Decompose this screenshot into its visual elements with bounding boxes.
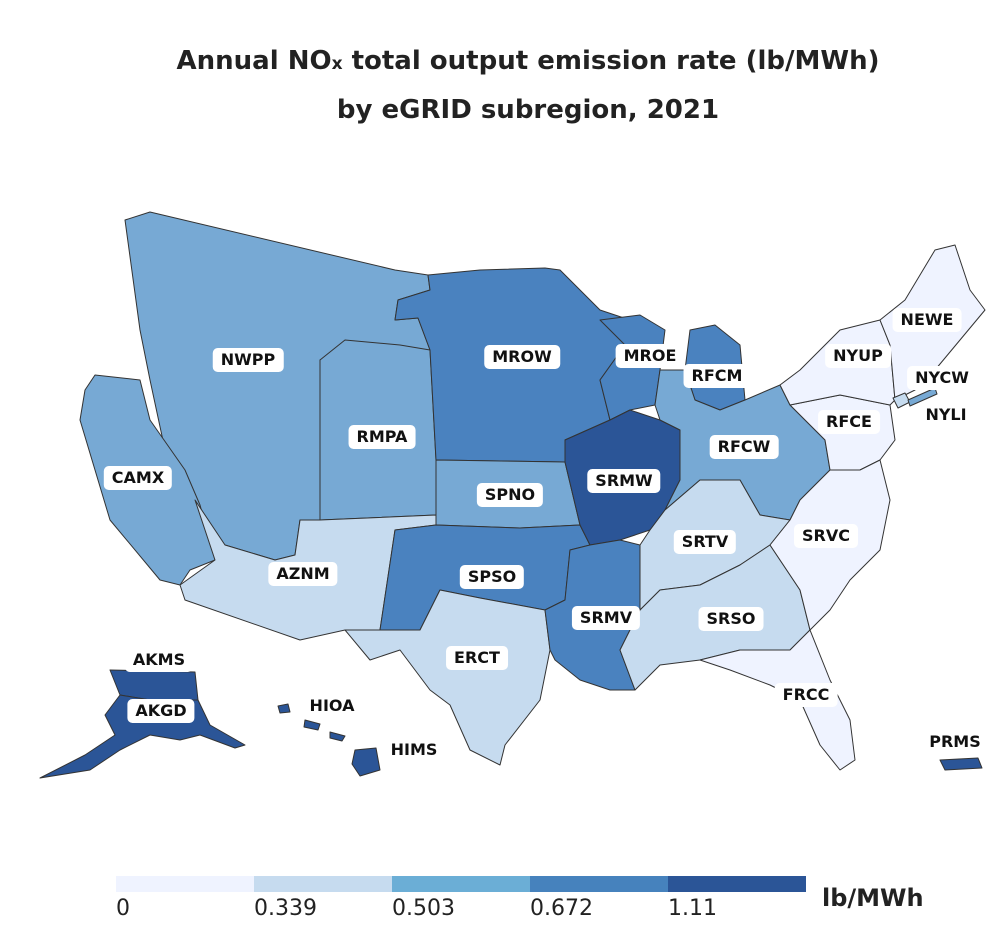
- legend-tick-4: 1.11: [668, 896, 717, 921]
- label-rmpa: RMPA: [348, 425, 416, 449]
- label-prms: PRMS: [929, 732, 981, 751]
- region-erct[interactable]: [344, 589, 551, 766]
- legend-swatch-4: [668, 876, 806, 892]
- label-akgd: AKGD: [127, 699, 195, 723]
- region-hims[interactable]: [303, 719, 381, 777]
- chart-title: Annual NOx total output emission rate (l…: [0, 38, 1008, 133]
- title-line1-subscript: x: [331, 54, 343, 74]
- label-rfce: RFCE: [818, 410, 880, 434]
- label-rfcm: RFCM: [683, 364, 751, 388]
- label-nycw: NYCW: [907, 366, 977, 390]
- label-srso: SRSO: [698, 607, 764, 631]
- region-nyli[interactable]: [907, 387, 938, 407]
- region-hioa[interactable]: [277, 703, 291, 714]
- legend-swatch-3: [530, 876, 668, 892]
- label-hioa: HIOA: [309, 696, 355, 715]
- legend-tick-0: 0: [116, 896, 130, 921]
- title-line1-pre: Annual NO: [176, 46, 332, 76]
- legend-tick-3: 0.672: [530, 896, 593, 921]
- label-hims: HIMS: [390, 740, 438, 759]
- label-newe: NEWE: [892, 308, 962, 332]
- label-rfcw: RFCW: [709, 435, 779, 459]
- label-nyli: NYLI: [917, 403, 975, 427]
- label-nwpp: NWPP: [212, 348, 284, 372]
- label-srvc: SRVC: [794, 524, 858, 548]
- label-mrow: MROW: [484, 345, 560, 369]
- legend-swatch-0: [116, 876, 254, 892]
- region-frcc[interactable]: [699, 629, 856, 771]
- label-spso: SPSO: [459, 565, 525, 589]
- label-nyup: NYUP: [825, 344, 891, 368]
- legend-unit: lb/MWh: [822, 884, 924, 912]
- legend-tick-2: 0.503: [392, 896, 455, 921]
- label-frcc: FRCC: [774, 683, 838, 707]
- title-line1-post: total output emission rate (lb/MWh): [342, 46, 880, 76]
- label-camx: CAMX: [103, 466, 173, 490]
- label-srmw: SRMW: [587, 469, 661, 493]
- label-srtv: SRTV: [673, 530, 737, 554]
- legend-tick-1: 0.339: [254, 896, 317, 921]
- legend-swatch-1: [254, 876, 392, 892]
- label-aznm: AZNM: [268, 562, 338, 586]
- label-akms: AKMS: [124, 648, 194, 672]
- label-spno: SPNO: [476, 483, 544, 507]
- label-srmv: SRMV: [571, 606, 641, 630]
- title-line2: by eGRID subregion, 2021: [336, 95, 720, 125]
- legend-swatch-2: [392, 876, 530, 892]
- label-mroe: MROE: [615, 344, 685, 368]
- region-prms[interactable]: [939, 757, 983, 771]
- label-erct: ERCT: [446, 646, 508, 670]
